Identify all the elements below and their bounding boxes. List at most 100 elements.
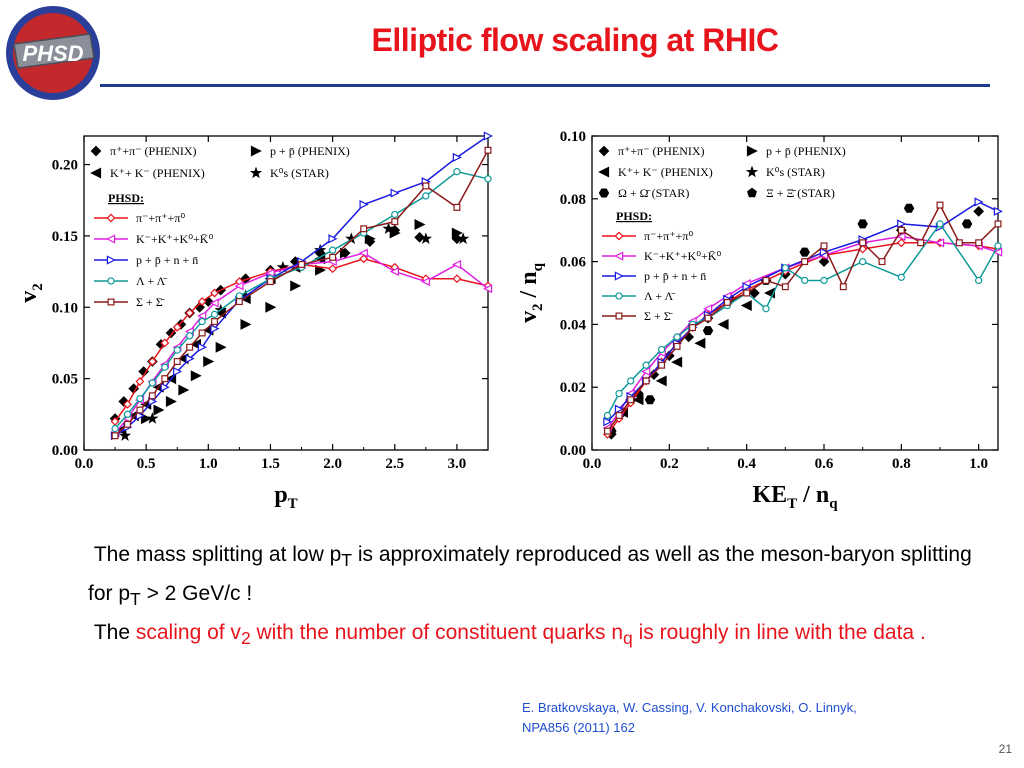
series-point <box>173 346 181 354</box>
series-point <box>328 246 337 254</box>
series-point <box>917 239 925 247</box>
series-point <box>993 247 1003 257</box>
x-tick-label: 0.2 <box>660 456 679 472</box>
series-point <box>703 304 713 314</box>
data-point <box>799 247 810 257</box>
series-point <box>358 248 368 258</box>
series-point <box>936 201 944 209</box>
legend-marker <box>614 251 624 261</box>
series-point <box>483 284 493 294</box>
legend-label: π⁺+π⁻ (PHENIX) <box>618 144 705 158</box>
series-point <box>148 396 158 407</box>
series-point <box>266 278 274 286</box>
y-tick-label: 0.10 <box>52 300 78 316</box>
data-point <box>414 231 425 243</box>
series-point <box>124 420 131 428</box>
data-point <box>717 318 729 330</box>
chart-v2nq-vs-ketnq: 0.0 0.2 0.4 0.6 0.8 1.0 0.00 0.02 0.04 0.06 0.08 0.… <box>512 128 1008 518</box>
legend: π⁺+π⁻ (PHENIX) p + p̄ (PHENIX) K⁺+ K⁻ (PHE… <box>90 144 350 309</box>
series-point <box>484 146 492 154</box>
series-point <box>897 226 905 234</box>
legend-marker <box>745 165 759 178</box>
data-point <box>240 318 252 330</box>
legend-marker <box>615 292 623 300</box>
series-point <box>186 332 194 340</box>
legend-marker <box>249 166 263 179</box>
series-point <box>197 342 208 352</box>
legend-marker <box>598 145 610 157</box>
legend-label: p + p̄ + n + n̄ <box>644 269 706 283</box>
series-point <box>859 257 867 266</box>
data-point <box>961 219 973 229</box>
series-point <box>359 199 369 210</box>
legend-label: K⁻+K⁺+K⁰+K̄⁰ <box>136 232 213 246</box>
chart-v2-vs-pt: 0.0 0.5 1.0 1.5 2.0 2.5 3.0 0.00 0.05 0.10 0.15 0.2… <box>12 128 498 512</box>
data-point <box>118 429 132 441</box>
series-point <box>198 329 206 337</box>
y-tick-label: 0.05 <box>52 372 78 388</box>
legend-label: K⁻+K⁺+K⁰+K̄⁰ <box>644 249 721 263</box>
y-axis-title: v2 <box>16 283 46 303</box>
series-point <box>603 417 613 427</box>
y-tick-label: 0.00 <box>52 443 78 459</box>
series-point <box>186 343 194 351</box>
series-point <box>197 297 207 307</box>
series-point <box>878 258 886 266</box>
series-point <box>136 394 144 403</box>
data-point <box>215 341 227 353</box>
data-point <box>644 395 656 405</box>
chart-svg: 0.0 0.5 1.0 1.5 2.0 2.5 3.0 0.00 0.05 0.10 0.15 0.2… <box>16 131 493 512</box>
series-point <box>484 175 492 183</box>
series-point <box>897 219 907 229</box>
plot-frame <box>591 135 999 451</box>
series-point <box>197 311 207 321</box>
series-point <box>210 310 219 319</box>
series-point <box>160 338 170 348</box>
series-point <box>975 276 983 285</box>
legend-label: p + p̄ (PHENIX) <box>270 144 350 158</box>
series-point <box>111 432 119 440</box>
x-tick-label: 1.0 <box>969 456 988 472</box>
legend-label: K⁰s (STAR) <box>766 165 825 179</box>
x-tick-label: 0.0 <box>583 456 602 472</box>
legend-marker <box>107 277 115 285</box>
series-point <box>483 131 493 141</box>
series-circle <box>111 168 492 433</box>
y-tick-label: 0.20 <box>52 158 78 174</box>
data-point <box>389 227 401 239</box>
legend-marker <box>614 271 624 281</box>
series-point <box>974 197 984 207</box>
series-point <box>603 427 611 435</box>
series-point <box>781 283 789 291</box>
series-point <box>422 182 430 190</box>
x-tick-label: 0.4 <box>737 456 756 472</box>
data-point <box>857 219 868 229</box>
title-divider <box>100 84 990 87</box>
series-point <box>148 392 156 400</box>
data-point <box>265 301 277 313</box>
legend-marker <box>106 234 116 244</box>
series-point <box>360 225 368 233</box>
legend-marker <box>90 145 102 157</box>
data-point <box>648 369 660 380</box>
legend-marker <box>614 231 624 241</box>
y-tick-label: 0.00 <box>560 443 586 459</box>
series-point <box>391 218 399 226</box>
series-point <box>689 324 697 332</box>
body-paragraph-1: The mass splitting at low pT is approxim… <box>88 543 972 610</box>
series-point <box>391 210 399 219</box>
legend-marker <box>747 187 757 198</box>
slide-title: Elliptic flow scaling at RHIC <box>371 22 779 58</box>
x-axis-title: KET / nq <box>752 482 838 512</box>
series-point <box>859 239 867 247</box>
data-point <box>165 396 177 407</box>
series-point <box>762 305 770 313</box>
series-point <box>329 253 337 261</box>
series-point <box>896 238 906 248</box>
legend-label: K⁺+ K⁻ (PHENIX) <box>110 166 205 180</box>
data-point <box>203 356 215 367</box>
data-point <box>419 232 432 244</box>
x-tick-label: 0.6 <box>815 456 834 472</box>
series-point <box>111 424 119 433</box>
series-point <box>820 276 828 285</box>
